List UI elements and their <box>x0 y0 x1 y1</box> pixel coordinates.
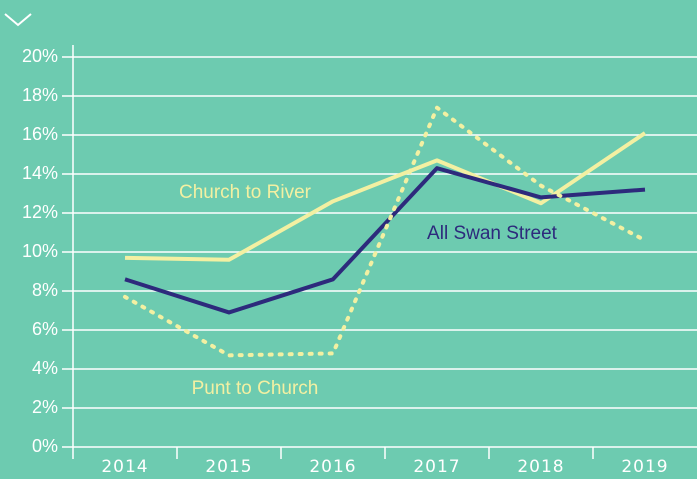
y-tick-label: 18% <box>22 85 58 105</box>
y-tick-label: 16% <box>22 124 58 144</box>
y-tick-label: 12% <box>22 202 58 222</box>
x-tick-label: 2019 <box>621 457 668 477</box>
series-label: Punt to Church <box>192 378 319 399</box>
y-tick-label: 20% <box>22 46 58 66</box>
y-tick-label: 4% <box>32 358 58 378</box>
x-tick-label: 2017 <box>413 457 460 477</box>
y-tick-label: 10% <box>22 241 58 261</box>
x-tick-label: 2014 <box>101 457 148 477</box>
series-label: Church to River <box>179 182 312 203</box>
y-tick-label: 14% <box>22 163 58 183</box>
y-tick-label: 2% <box>32 397 58 417</box>
x-tick-label: 2015 <box>205 457 252 477</box>
series-line <box>124 131 647 262</box>
series-line <box>123 105 647 358</box>
x-tick-label: 2016 <box>309 457 356 477</box>
x-tick-label: 2018 <box>517 457 564 477</box>
series-label: All Swan Street <box>427 223 558 244</box>
y-tick-label: 8% <box>32 280 58 300</box>
y-tick-label: 6% <box>32 319 58 339</box>
y-tick-label: 0% <box>32 436 58 456</box>
collapse-chevron[interactable] <box>4 13 32 27</box>
